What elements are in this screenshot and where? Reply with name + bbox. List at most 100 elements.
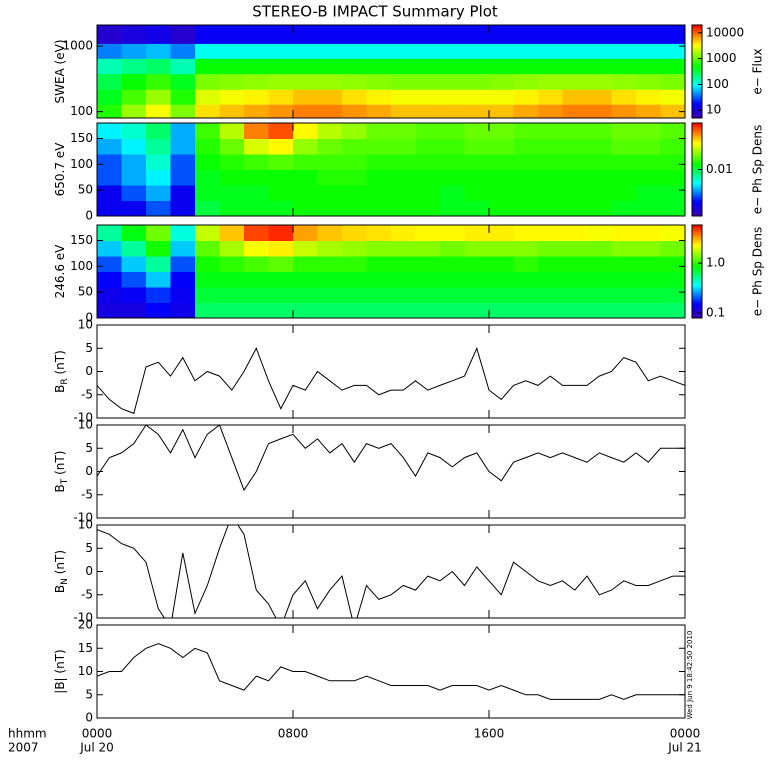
heatmap-cell [342,73,367,90]
heatmap-cell [636,89,661,105]
heatmap-cell [538,89,563,105]
y-tick-label: 0 [85,311,93,325]
heatmap-cell [146,169,171,186]
panel-frame [96,524,686,619]
heatmap-cell [121,302,147,318]
heatmap-cell [587,104,612,118]
heatmap-cell [195,256,220,272]
colorbar-label: e− Flux [751,48,765,94]
heatmap-cell [121,256,147,272]
heatmap-cell [611,138,637,155]
heatmap-cell [366,200,392,216]
heatmap-cell [317,302,343,318]
y-tick-label: 15 [78,641,93,655]
heatmap-cell [513,138,539,155]
heatmap-cell [97,240,122,257]
heatmap-cell [121,58,147,75]
y-tick-label: -10 [73,511,93,525]
heatmap-cell [268,200,294,216]
heatmap-cell [244,200,269,216]
heatmap-cell [562,154,588,170]
heatmap-cell [660,256,685,272]
heatmap-cell [219,287,245,303]
heatmap-cell [464,123,490,139]
heatmap-cell [636,138,661,155]
data-line [97,425,685,492]
heatmap-cell [611,302,637,318]
heatmap-cell [660,271,685,288]
heatmap-cell [440,225,465,241]
heatmap-cell [513,302,539,318]
heatmap-cell [195,25,220,44]
heatmap-cell [219,256,245,272]
heatmap-cell [562,240,588,257]
heatmap-cell [636,271,661,288]
heatmap-cell [415,154,441,170]
heatmap-cell [317,43,343,59]
heatmap-cell [121,73,147,90]
heatmap-cell [219,138,245,155]
heatmap-cell [562,89,588,105]
y-tick-label: 100 [70,104,93,118]
heatmap-cell [440,287,465,303]
heatmap-cell [121,185,147,201]
heatmap-cell [121,104,147,118]
heatmap-cell [219,225,245,241]
time-axis-label: hhmm [8,727,47,741]
y-tick-label: 10 [78,518,93,532]
heatmap-cell [97,89,122,105]
heatmap-cell [636,302,661,318]
heatmap-cell [244,73,269,90]
heatmap-cell [195,138,220,155]
heatmap-cell [146,287,171,303]
y-tick-label: 50 [78,285,93,299]
heatmap-cell [611,73,637,90]
data-line [97,346,685,415]
colorbar-tick-label: 1000 [706,51,737,65]
heatmap-cell [538,271,563,288]
heatmap-cell [195,225,220,241]
heatmap-cell [611,225,637,241]
heatmap-cell [440,271,465,288]
heatmap-cell [195,104,220,118]
panel [97,25,685,118]
heatmap-cell [342,58,367,75]
heatmap-cell [219,104,245,118]
heatmap-cell [513,154,539,170]
heatmap-cell [636,58,661,75]
heatmap-cell [611,200,637,216]
heatmap-cell [219,240,245,257]
heatmap-cell [195,169,220,186]
heatmap-cell [170,73,196,90]
heatmap-cell [97,154,122,170]
heatmap-cell [293,73,318,90]
y-tick-label: 150 [70,233,93,247]
y-tick-label: -10 [73,411,93,425]
y-axis-label-text: SWEA (eV) [53,39,67,103]
heatmap-cell [415,225,441,241]
heatmap-cell [195,43,220,59]
panel-frame [96,122,686,217]
heatmap-cell [611,240,637,257]
heatmap-cell [440,154,465,170]
heatmap-cell [636,25,661,44]
heatmap-cell [121,271,147,288]
heatmap-cell [170,123,196,139]
heatmap-cell [660,225,685,241]
heatmap-cell [342,271,367,288]
heatmap-cell [170,200,196,216]
heatmap-cell [342,185,367,201]
heatmap-cell [660,240,685,257]
heatmap-cell [195,123,220,139]
heatmap-cell [415,25,441,44]
data-line [97,643,685,700]
heatmap-cell [611,89,637,105]
y-tick-label: 0 [85,364,93,378]
plot-title: STEREO-B IMPACT Summary Plot [252,3,498,21]
heatmap-cell [146,154,171,170]
heatmap-cell [170,169,196,186]
heatmap-cell [244,169,269,186]
heatmap-cell [636,225,661,241]
heatmap-cell [293,43,318,59]
y-axis-label-sub: N [60,578,70,585]
